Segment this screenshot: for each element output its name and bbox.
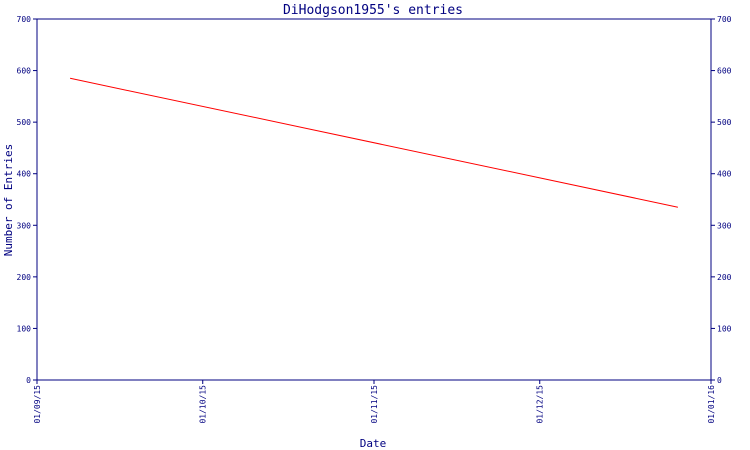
y-tick-label-left: 700 [17, 15, 32, 24]
y-tick-label-right: 100 [717, 324, 732, 333]
y-tick-label-right: 300 [717, 221, 732, 230]
y-tick-label-right: 600 [717, 67, 732, 76]
x-tick-label: 01/01/16 [707, 385, 716, 424]
y-tick-label-right: 700 [717, 15, 732, 24]
y-tick-label-left: 100 [17, 324, 32, 333]
y-tick-label-right: 200 [717, 273, 732, 282]
y-tick-label-right: 400 [717, 170, 732, 179]
y-tick-label-left: 400 [17, 170, 32, 179]
chart-title: DiHodgson1955's entries [283, 3, 463, 18]
plot-frame [36, 18, 712, 381]
y-tick-label-right: 0 [717, 376, 722, 385]
y-tick-label-left: 600 [17, 67, 32, 76]
y-tick-label-right: 500 [717, 118, 732, 127]
x-tick-label: 01/10/15 [199, 385, 208, 424]
x-tick-label: 01/09/15 [33, 385, 42, 424]
series-layer [69, 77, 679, 208]
y-axis-right: 0 100 200 300 400 500 600 700 [711, 15, 732, 385]
series-line [69, 77, 679, 208]
y-tick-label-left: 0 [26, 376, 31, 385]
x-axis: 01/09/15 01/10/15 01/11/15 01/12/15 01/01/16 [33, 380, 716, 424]
y-tick-label-left: 500 [17, 118, 32, 127]
y-tick-label-left: 200 [17, 273, 32, 282]
x-tick-label: 01/11/15 [370, 385, 379, 424]
y-axis-left: 0 100 200 300 400 500 600 700 [17, 15, 37, 385]
x-axis-label: Date [360, 437, 387, 450]
y-axis-label: Number of Entries [2, 144, 15, 257]
y-tick-label-left: 300 [17, 221, 32, 230]
x-tick-label: 01/12/15 [536, 385, 545, 424]
